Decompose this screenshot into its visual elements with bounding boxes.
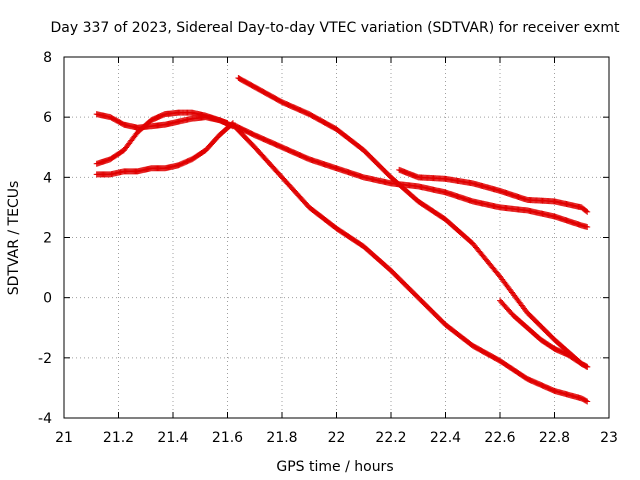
data-point bbox=[583, 397, 590, 404]
x-tick-label: 22.4 bbox=[430, 430, 461, 446]
series-track-4 bbox=[229, 121, 591, 230]
y-tick-label: -2 bbox=[38, 351, 52, 367]
y-tick-label: 4 bbox=[43, 170, 52, 186]
chart-title: Day 337 of 2023, Sidereal Day-to-day VTE… bbox=[51, 20, 621, 36]
y-axis-label: SDTVAR / TECUs bbox=[6, 181, 22, 296]
series-track-5 bbox=[235, 75, 591, 370]
x-tick-label: 21.2 bbox=[103, 430, 134, 446]
data-point bbox=[584, 363, 591, 370]
tick-labels: 21 21.2 21.4 21.6 21.8 22 22.2 22.4 22.6 22.8 23 -4… bbox=[38, 50, 618, 446]
data-point bbox=[583, 363, 590, 370]
y-tick-label: -4 bbox=[38, 411, 52, 427]
x-tick-label: 22.8 bbox=[539, 430, 570, 446]
x-tick-label: 22.6 bbox=[484, 430, 515, 446]
grid bbox=[64, 57, 609, 418]
series-track-3 bbox=[93, 120, 236, 178]
x-tick-label: 21.4 bbox=[157, 430, 188, 446]
data-point bbox=[584, 208, 591, 215]
y-tick-label: 2 bbox=[43, 231, 52, 247]
series-track-6 bbox=[229, 121, 591, 405]
x-tick-label: 21.8 bbox=[266, 430, 297, 446]
y-tick-label: 8 bbox=[43, 50, 52, 66]
data-point bbox=[584, 223, 591, 230]
x-tick-label: 22 bbox=[328, 430, 346, 446]
x-tick-label: 23 bbox=[600, 430, 618, 446]
series-track-2 bbox=[93, 109, 236, 167]
data-point bbox=[583, 208, 590, 215]
data-point bbox=[584, 398, 591, 405]
x-tick-label: 21 bbox=[55, 430, 73, 446]
x-tick-label: 22.2 bbox=[375, 430, 406, 446]
series-track-8 bbox=[497, 297, 591, 370]
y-tick-label: 6 bbox=[43, 110, 52, 126]
x-axis-label: GPS time / hours bbox=[276, 459, 393, 475]
axis-ticks bbox=[63, 56, 610, 419]
y-tick-label: 0 bbox=[43, 291, 52, 307]
x-tick-label: 21.6 bbox=[212, 430, 243, 446]
series-track-7 bbox=[396, 166, 591, 215]
data-markers bbox=[93, 75, 591, 405]
